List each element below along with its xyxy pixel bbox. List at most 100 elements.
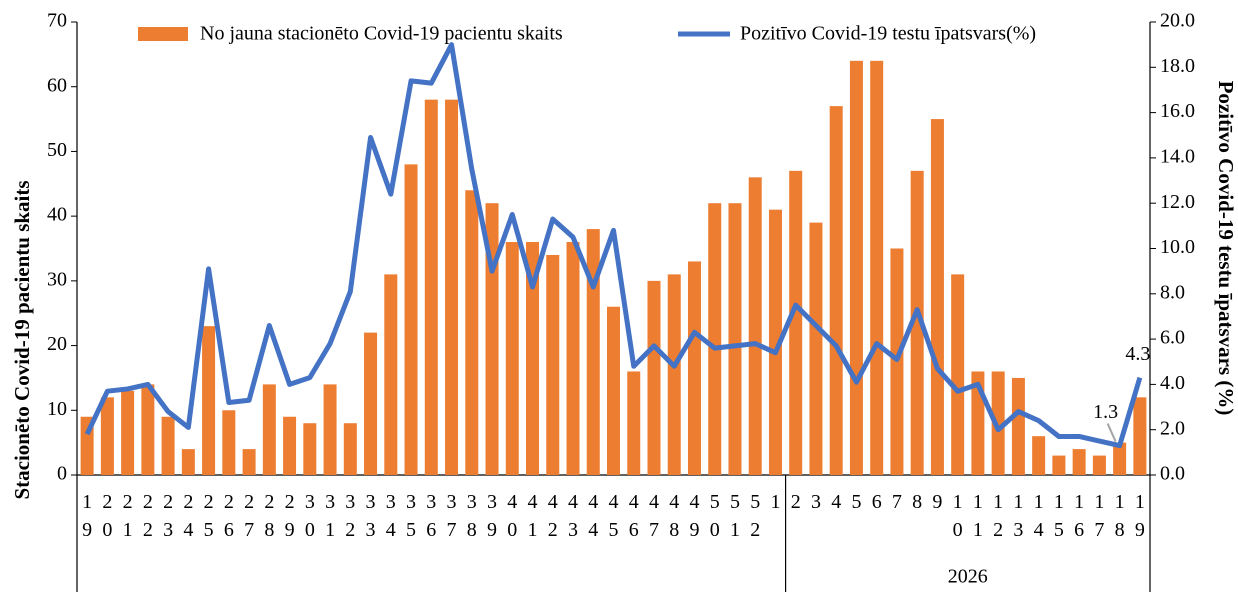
bar — [627, 371, 641, 475]
y-tick-label: 70 — [47, 10, 67, 32]
x-tick-label: 3 — [811, 491, 821, 513]
bar — [849, 60, 863, 475]
y-tick-label: 50 — [47, 139, 67, 161]
y-tick-label: 10 — [47, 398, 67, 420]
y2-tick-label: 4.0 — [1160, 372, 1185, 394]
y2-tick-label: 8.0 — [1160, 281, 1185, 303]
bar — [485, 203, 499, 475]
x-tick-label: 6 — [872, 491, 882, 513]
bar — [505, 242, 519, 475]
legend-label: Pozitīvo Covid-19 testu īpatsvars(%) — [740, 23, 1036, 45]
bar — [181, 449, 195, 475]
bar — [607, 306, 620, 475]
bar — [930, 119, 944, 476]
bar — [768, 209, 782, 475]
x-tick-label: 5 — [851, 491, 861, 513]
bar — [789, 170, 803, 476]
group-label: 2026 — [948, 566, 988, 588]
bar — [1011, 377, 1025, 475]
bar — [991, 371, 1005, 475]
y2-tick-label: 10.0 — [1160, 236, 1195, 258]
bar — [262, 384, 276, 475]
y2-tick-label: 2.0 — [1160, 417, 1185, 439]
bar — [303, 423, 317, 475]
bar — [283, 416, 297, 475]
bar — [384, 274, 398, 475]
x-tick-label: 8 — [912, 491, 922, 513]
bar — [465, 190, 479, 475]
bar — [708, 203, 722, 475]
bar — [910, 170, 924, 476]
bar — [586, 229, 600, 475]
bar — [647, 280, 661, 475]
bar — [1092, 455, 1106, 475]
y-tick-label: 60 — [47, 74, 67, 96]
x-tick-label: 7 — [892, 491, 902, 513]
bar — [1133, 397, 1147, 475]
bar — [809, 222, 823, 475]
x-tick-label: 2 — [791, 491, 801, 513]
y2-tick-label: 6.0 — [1160, 327, 1185, 349]
bar — [404, 164, 418, 475]
bar — [748, 177, 762, 476]
bar — [323, 384, 337, 475]
value-label: 1.3 — [1093, 401, 1118, 423]
x-tick-label: 9 — [932, 491, 942, 513]
bar — [526, 242, 540, 475]
bar — [546, 254, 560, 475]
y2-tick-label: 16.0 — [1160, 100, 1195, 122]
bar — [870, 60, 884, 475]
value-label: 4.3 — [1125, 343, 1150, 365]
bar — [1072, 449, 1086, 475]
y-tick-label: 40 — [47, 204, 67, 226]
legend-label: No jauna stacionēto Covid-19 pacientu sk… — [200, 23, 563, 45]
bar — [728, 203, 742, 475]
legend-swatch — [138, 27, 188, 41]
bar — [121, 390, 135, 475]
bar — [141, 384, 155, 475]
y2-tick-label: 20.0 — [1160, 10, 1195, 32]
label-leader — [1106, 423, 1117, 442]
bar — [667, 274, 681, 475]
bar — [1052, 455, 1066, 475]
y2-axis-title: Pozitīvo Covid-19 testu īpatsvars (%) — [1214, 81, 1238, 416]
bar — [202, 326, 216, 475]
bar — [161, 416, 175, 475]
bar — [364, 332, 378, 475]
bar — [100, 397, 114, 475]
bar — [445, 99, 459, 476]
bar — [242, 449, 256, 475]
bar — [1032, 436, 1046, 475]
